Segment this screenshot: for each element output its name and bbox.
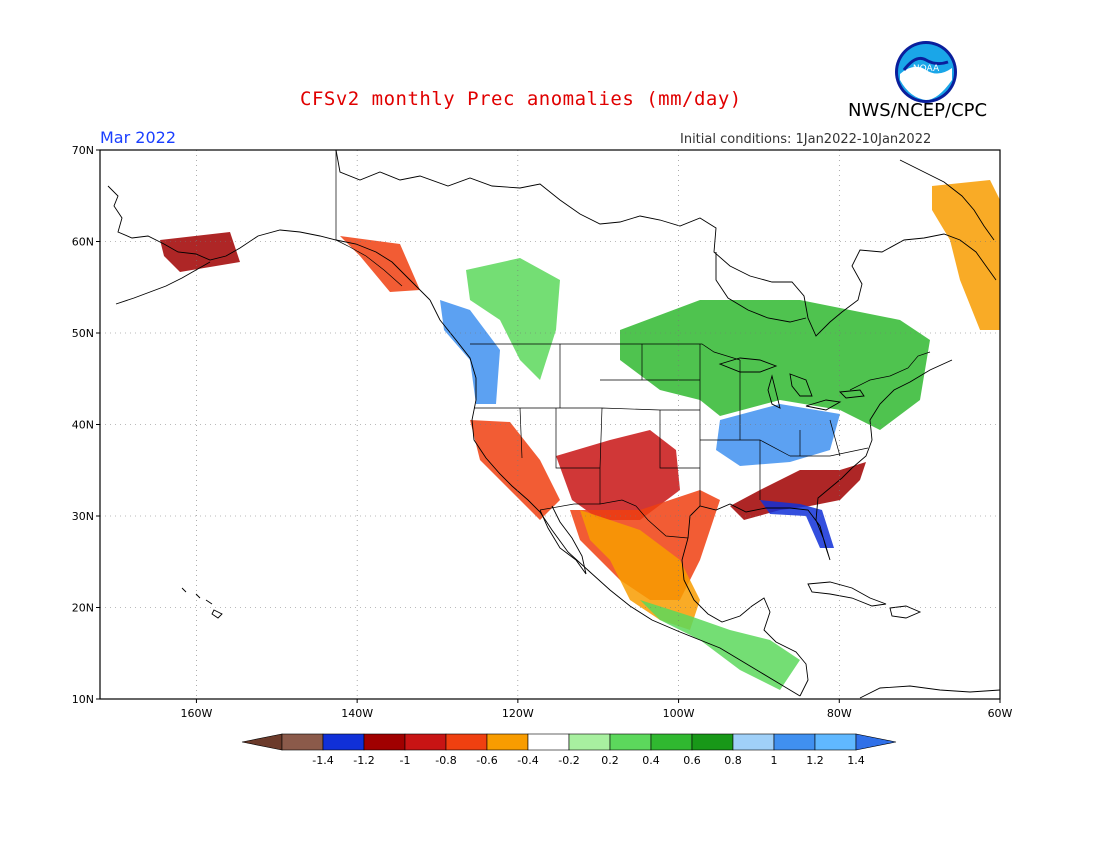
coastline-cuba (807, 581, 887, 607)
lon-label: 100W (663, 707, 695, 720)
colorbar-label: -1.2 (353, 754, 374, 767)
colorbar-swatch (814, 733, 857, 751)
lat-label: 60N (72, 236, 94, 249)
colorbar-label: -0.2 (558, 754, 579, 767)
noaa-logo-icon: NOAA (895, 41, 957, 103)
coastline-aleutians (115, 261, 211, 305)
colorbar-swatch (609, 733, 652, 751)
border-us-canada-east (849, 351, 931, 391)
colorbar-label: 1 (771, 754, 778, 767)
colorbar-label: 0.8 (724, 754, 742, 767)
lake-ontario (839, 389, 865, 399)
lon-label: 60W (988, 707, 1013, 720)
colorbar-swatch (404, 733, 447, 751)
lake-michigan (767, 374, 781, 409)
anomaly-region (716, 404, 840, 466)
initial-conditions: Initial conditions: 1Jan2022-10Jan2022 (680, 132, 932, 147)
colorbar-label: -0.8 (435, 754, 456, 767)
coastline-hudson (715, 252, 807, 323)
colorbar-high-arrow (855, 733, 897, 751)
colorbar-swatch (568, 733, 611, 751)
colorbar: -1.4 -1.2 -1 -0.8 -0.6 -0.4 -0.2 0.2 0.4 0.6 0.8 1 1… (241, 733, 897, 767)
anomaly-region (470, 420, 560, 520)
lon-label: 80W (827, 707, 852, 720)
colorbar-swatch (527, 733, 570, 751)
anomaly-region (932, 180, 1000, 330)
lat-label: 50N (72, 327, 94, 340)
colorbar-label: -1.4 (312, 754, 333, 767)
colorbar-swatch (281, 733, 324, 751)
lat-label: 30N (72, 510, 94, 523)
colorbar-label: 0.4 (642, 754, 660, 767)
lake-erie (805, 399, 842, 411)
anomaly-region (580, 510, 700, 630)
lake-huron (789, 373, 813, 397)
lat-label: 70N (72, 144, 94, 157)
graticule (100, 149, 1001, 700)
lat-label: 40N (72, 419, 94, 432)
coastline-layer (107, 149, 1001, 699)
colorbar-label: -0.6 (476, 754, 497, 767)
anomaly-region (760, 500, 834, 548)
anomaly-field-layer (160, 180, 1000, 690)
coastline-labrador (899, 159, 995, 241)
colorbar-low-arrow (241, 733, 283, 751)
axis-labels: 70N 60N 50N 40N 30N 20N 10N 160W 140W 120W 100W 80W… (72, 144, 1013, 720)
border-us-mexico (539, 499, 689, 539)
anomaly-region (466, 258, 560, 380)
coastline-hispaniola (889, 605, 922, 619)
lon-label: 140W (341, 707, 373, 720)
map-title: CFSv2 monthly Prec anomalies (mm/day) (300, 88, 742, 110)
coastline-arctic (335, 149, 997, 337)
colorbar-swatch (322, 733, 365, 751)
state-lines (474, 344, 869, 506)
colorbar-swatch (650, 733, 693, 751)
anomaly-region (340, 236, 420, 292)
coastline-west (429, 299, 801, 697)
logo-text: NOAA (913, 64, 940, 74)
colorbar-label: 0.6 (683, 754, 701, 767)
colorbar-label: 1.2 (806, 754, 824, 767)
border-us-canada (470, 343, 741, 361)
anomaly-region (440, 300, 500, 404)
colorbar-label: -1 (400, 754, 411, 767)
colorbar-swatch (773, 733, 816, 751)
colorbar-label: 1.4 (847, 754, 865, 767)
anomaly-region (160, 232, 240, 272)
colorbar-swatch (732, 733, 775, 751)
anomaly-region (556, 430, 680, 520)
axis-ticks (96, 149, 1001, 703)
lat-label: 20N (72, 602, 94, 615)
coastline-hawaii (181, 587, 223, 619)
political-borders (335, 150, 931, 539)
lat-label: 10N (72, 693, 94, 706)
colorbar-label: 0.2 (601, 754, 619, 767)
lon-label: 120W (502, 707, 534, 720)
colorbar-swatch (445, 733, 488, 751)
lon-label: 160W (180, 707, 212, 720)
anomaly-region (640, 600, 800, 690)
agency-label: NWS/NCEP/CPC (848, 100, 988, 121)
coastline-southamerica (859, 685, 1001, 699)
coastline-gulf (687, 359, 953, 561)
colorbar-swatch (486, 733, 529, 751)
forecast-month: Mar 2022 (100, 128, 176, 147)
coastline-baja (539, 505, 587, 575)
colorbar-swatch (363, 733, 406, 751)
colorbar-swatch (691, 733, 734, 751)
colorbar-label: -0.4 (517, 754, 538, 767)
coastline-mexico-east (681, 537, 809, 697)
coastline-alaska (107, 185, 431, 301)
